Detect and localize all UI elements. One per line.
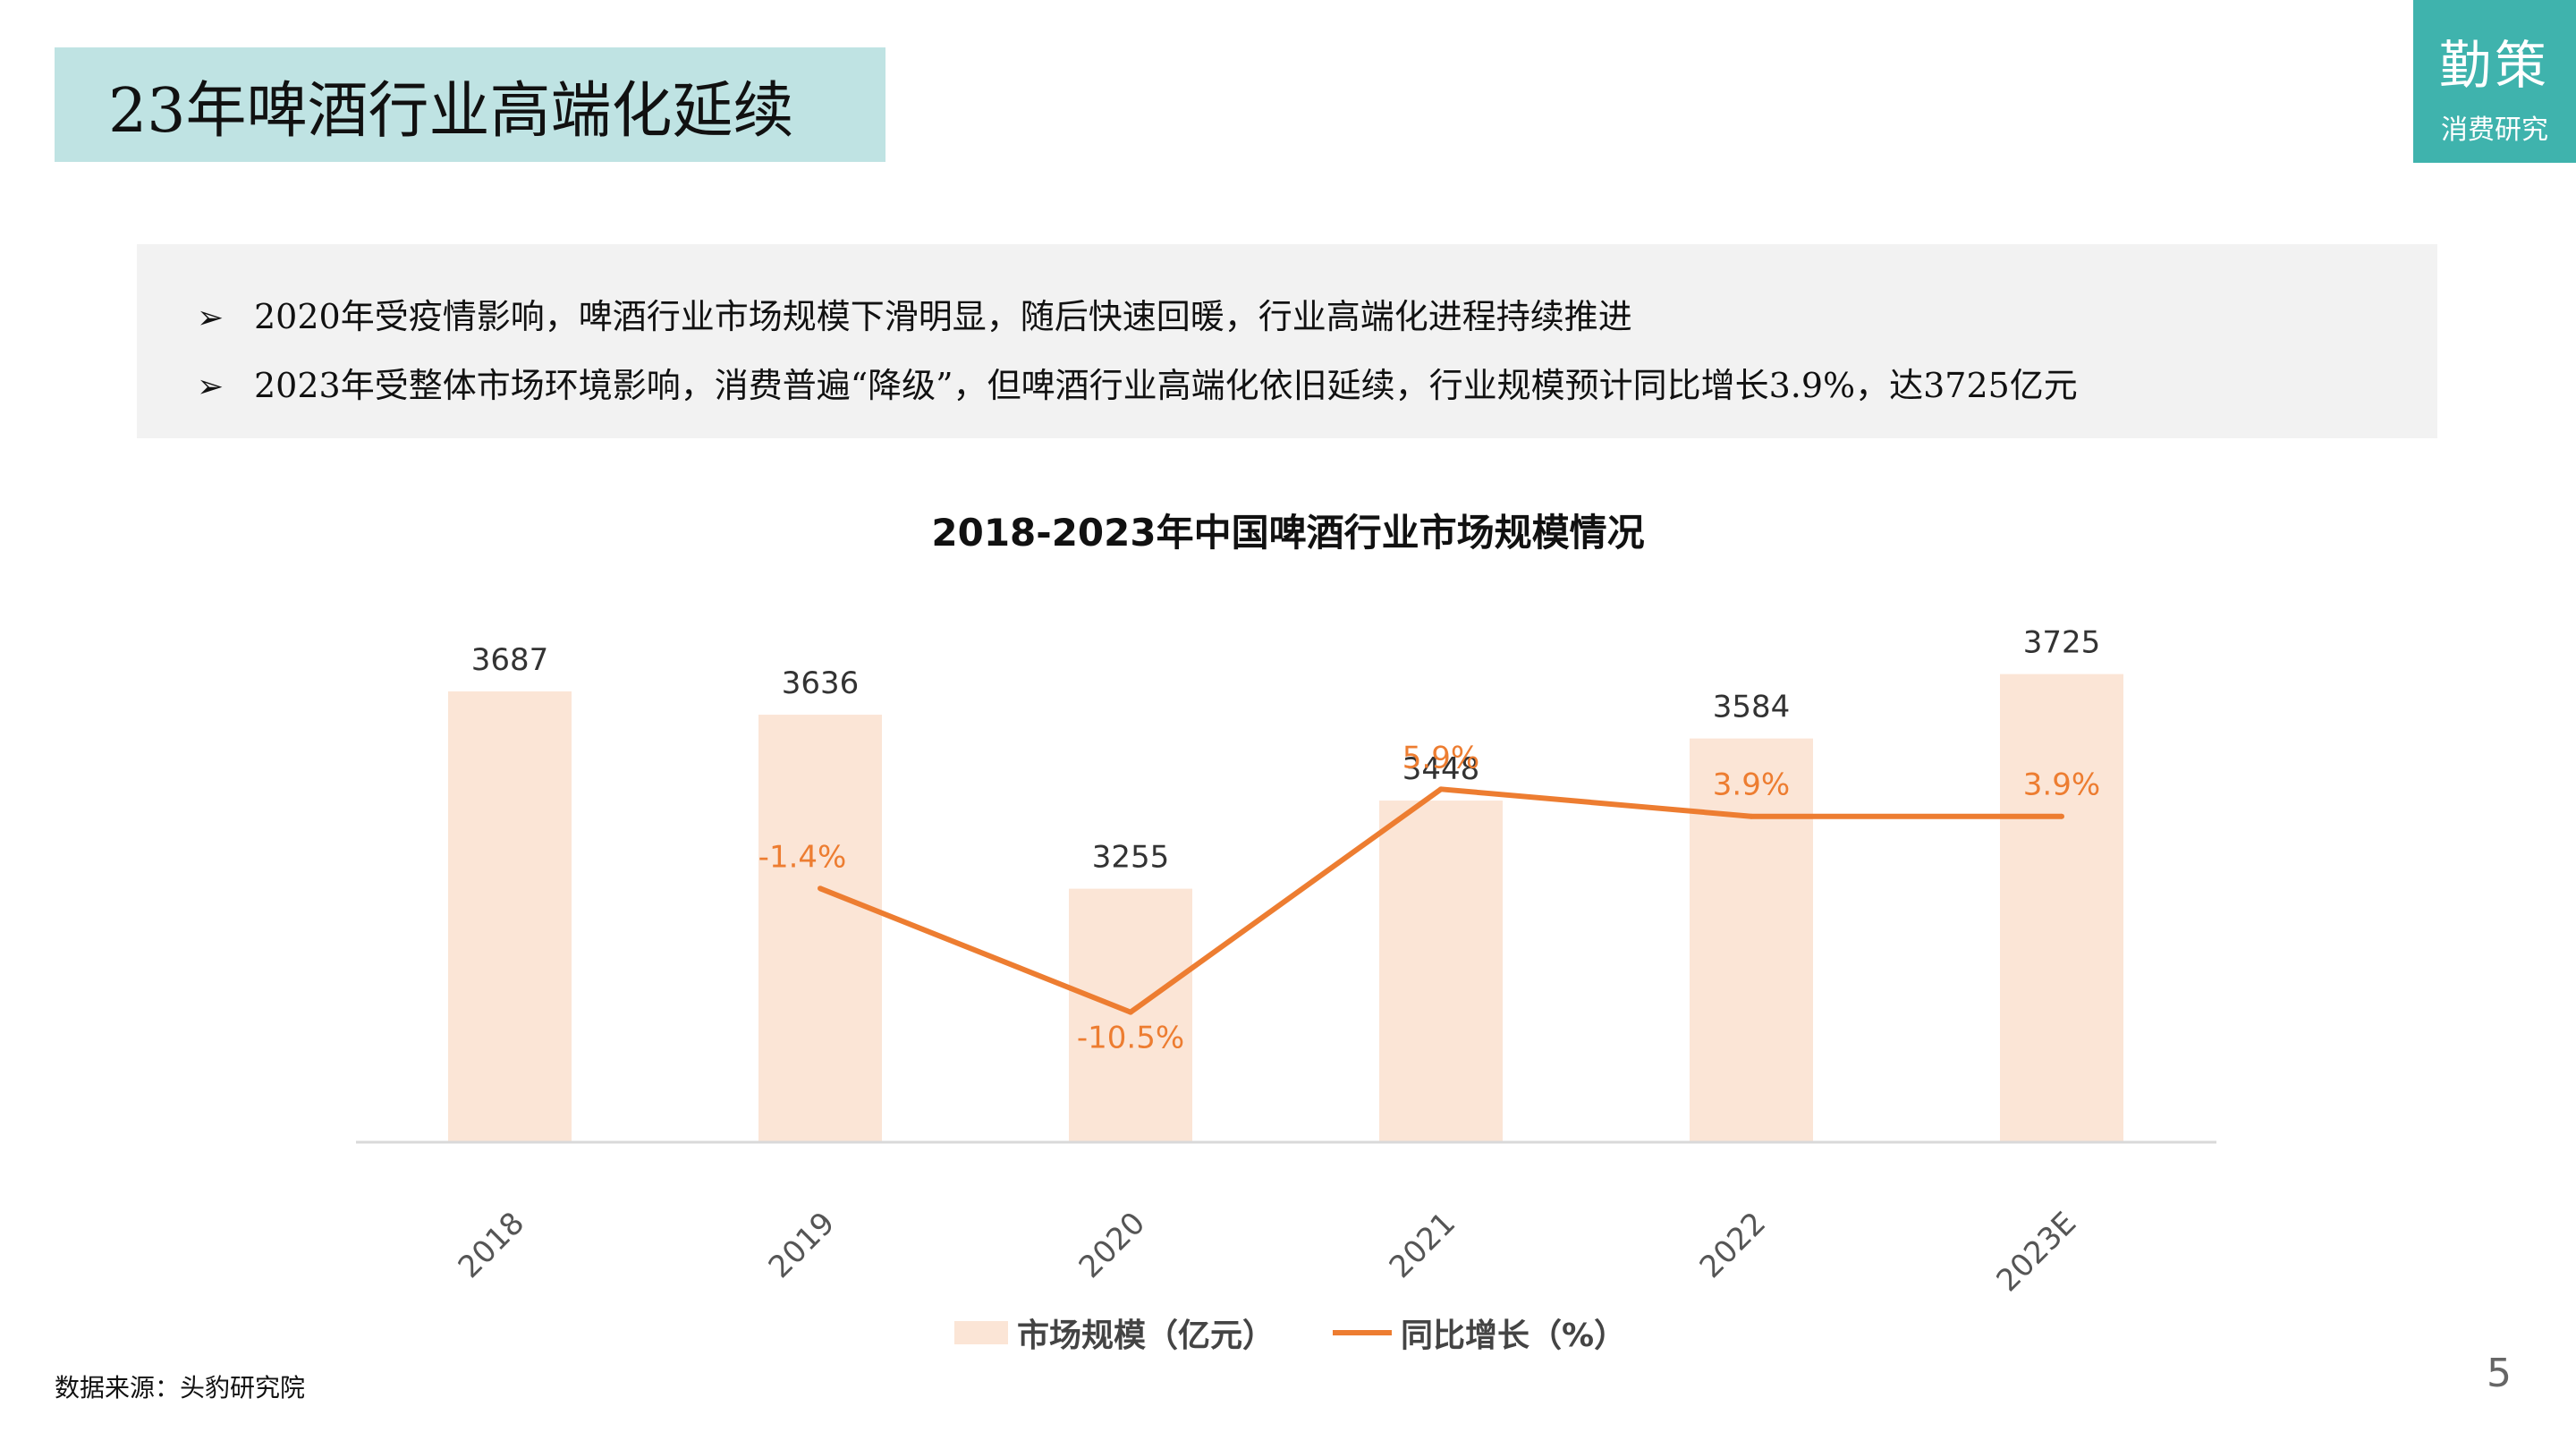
bar-value-label: 3636	[782, 665, 860, 701]
logo-sub-text: 消费研究	[2441, 114, 2548, 146]
x-tick-label: 2022	[1693, 1206, 1773, 1285]
bar	[448, 691, 572, 1142]
growth-point	[2059, 813, 2064, 819]
bullet-item: ➢ 2020年受疫情影响，啤酒行业市场规模下滑明显，随后快速回暖，行业高端化进程持…	[197, 289, 1632, 338]
x-tick-label: 2023E	[1990, 1206, 2084, 1300]
growth-value-label: 5.9%	[1402, 740, 1479, 775]
growth-point	[1128, 1009, 1133, 1015]
bar-value-label: 3687	[471, 642, 549, 678]
data-source: 数据来源：头豹研究院	[55, 1373, 306, 1402]
growth-value-label: -10.5%	[1077, 1021, 1184, 1056]
legend-label: 同比增长（%）	[1401, 1318, 1627, 1354]
bullet-text: 2023年受整体市场环境影响，消费普遍“降级”，但啤酒行业高端化依旧延续，行业规…	[254, 366, 2078, 405]
bar	[2000, 674, 2123, 1142]
legend-item-growth: 同比增长（%）	[1333, 1310, 1626, 1355]
legend-item-market-size: 市场规模（亿元）	[954, 1310, 1275, 1355]
growth-value-label: 3.9%	[2023, 767, 2100, 803]
bar-value-label: 3725	[2023, 625, 2101, 661]
x-tick-label: 2019	[762, 1206, 842, 1285]
bullet-arrow-icon: ➢	[197, 369, 225, 405]
bar	[758, 715, 882, 1142]
title-banner: 23年啤酒行业高端化延续	[55, 47, 886, 162]
legend-bar-swatch	[954, 1321, 1008, 1344]
chart-title: 2018-2023年中国啤酒行业市场规模情况	[931, 511, 1645, 555]
growth-point	[1438, 786, 1444, 792]
page-title: 23年啤酒行业高端化延续	[108, 75, 794, 147]
x-tick-label: 2021	[1383, 1206, 1462, 1285]
growth-value-label: 3.9%	[1713, 767, 1790, 803]
bar-value-label: 3448	[1402, 751, 1480, 787]
bullet-item: ➢ 2023年受整体市场环境影响，消费普遍“降级”，但啤酒行业高端化依旧延续，行业…	[197, 358, 2078, 407]
bar-value-label: 3255	[1092, 840, 1170, 876]
growth-point	[818, 886, 823, 892]
bar	[1069, 888, 1192, 1142]
bar	[1379, 801, 1503, 1142]
summary-panel: ➢ 2020年受疫情影响，啤酒行业市场规模下滑明显，随后快速回暖，行业高端化进程持…	[137, 244, 2437, 438]
bullet-arrow-icon: ➢	[197, 300, 225, 336]
bar-value-label: 3584	[1713, 690, 1791, 725]
brand-logo: 勤策 消费研究	[2413, 0, 2576, 163]
growth-value-label: -1.4%	[758, 839, 847, 875]
growth-point	[1749, 813, 1754, 819]
page-number: 5	[2487, 1351, 2512, 1396]
legend-label: 市场规模（亿元）	[1017, 1318, 1275, 1354]
logo-main-text: 勤策	[2438, 35, 2550, 96]
legend-line-swatch	[1333, 1330, 1392, 1335]
bar	[1690, 738, 1813, 1142]
x-tick-label: 2020	[1072, 1206, 1152, 1285]
bullet-text: 2020年受疫情影响，啤酒行业市场规模下滑明显，随后快速回暖，行业高端化进程持续…	[254, 297, 1632, 336]
x-tick-label: 2018	[452, 1206, 531, 1285]
